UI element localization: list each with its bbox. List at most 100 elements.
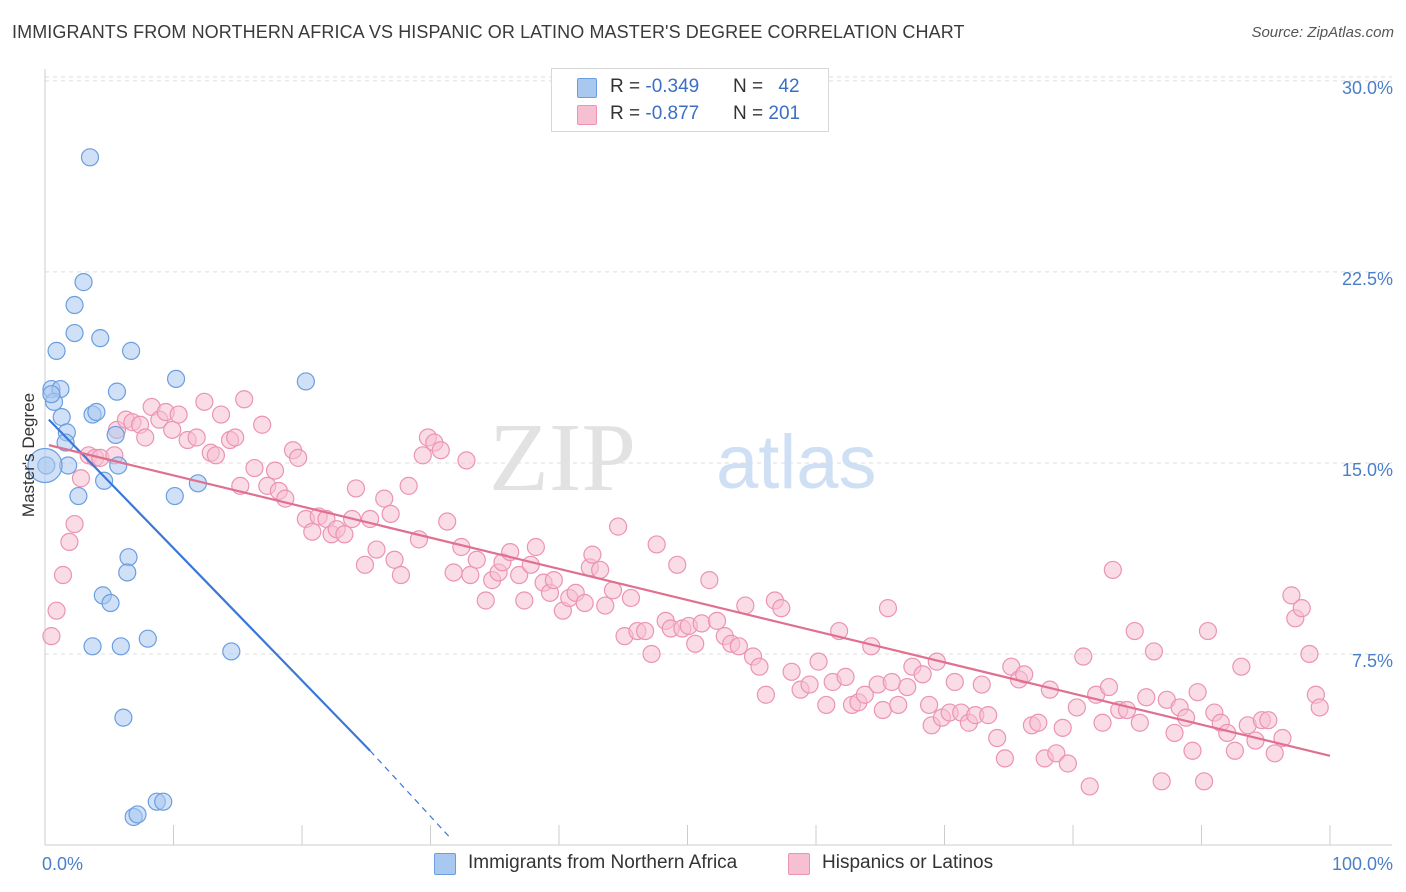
legend-n-value: 42: [778, 76, 799, 97]
hispanic-point: [400, 477, 417, 494]
northern-africa-point: [84, 638, 101, 655]
pink-swatch-icon: [788, 853, 810, 875]
hispanic-point: [1030, 714, 1047, 731]
northern-africa-trend-line: [49, 420, 370, 751]
hispanic-point: [757, 686, 774, 703]
y-tick-label: 15.0%: [1342, 460, 1393, 480]
hispanic-point: [246, 460, 263, 477]
scatter-plot: ZIP atlas Master's Degree 7.5%15.0%22.5%…: [0, 0, 1406, 892]
hispanic-point: [43, 628, 60, 645]
gridlines: [45, 77, 1392, 654]
x-tick-label: 100.0%: [1332, 854, 1393, 874]
hispanic-point: [227, 429, 244, 446]
hispanic-point: [458, 452, 475, 469]
hispanic-point: [1266, 745, 1283, 762]
hispanic-point: [468, 551, 485, 568]
hispanic-point: [213, 406, 230, 423]
hispanic-point: [709, 612, 726, 629]
hispanic-point: [207, 447, 224, 464]
northern-africa-point: [166, 488, 183, 505]
hispanic-point: [693, 615, 710, 632]
hispanic-point: [874, 702, 891, 719]
northern-africa-point: [115, 709, 132, 726]
legend-r-value: -0.877: [645, 103, 699, 124]
hispanic-points: [43, 391, 1328, 795]
northern-africa-point: [81, 149, 98, 166]
northern-africa-point: [129, 806, 146, 823]
northern-africa-point: [75, 274, 92, 291]
northern-africa-point: [139, 630, 156, 647]
watermark-zip: ZIP: [489, 404, 636, 512]
hispanic-point: [730, 638, 747, 655]
hispanic-point: [783, 663, 800, 680]
hispanic-point: [304, 523, 321, 540]
hispanic-point: [1059, 755, 1076, 772]
hispanic-point: [545, 572, 562, 589]
hispanic-point: [432, 442, 449, 459]
hispanic-point: [597, 597, 614, 614]
hispanic-point: [914, 666, 931, 683]
northern-africa-point: [43, 386, 60, 403]
y-tick-label: 22.5%: [1342, 269, 1393, 289]
hispanic-point: [1233, 658, 1250, 675]
hispanic-point: [1301, 645, 1318, 662]
hispanic-point: [386, 551, 403, 568]
hispanic-point: [973, 676, 990, 693]
hispanic-point: [584, 546, 601, 563]
legend-n-label: N =: [733, 76, 768, 97]
hispanic-point: [1100, 679, 1117, 696]
hispanic-point: [1260, 712, 1277, 729]
hispanic-point: [347, 480, 364, 497]
hispanic-point: [477, 592, 494, 609]
hispanic-point: [890, 696, 907, 713]
hispanic-point: [368, 541, 385, 558]
hispanic-point: [1311, 699, 1328, 716]
northern-africa-point: [297, 373, 314, 390]
hispanic-point: [382, 505, 399, 522]
northern-africa-point: [53, 409, 70, 426]
hispanic-point: [773, 600, 790, 617]
hispanic-point: [1081, 778, 1098, 795]
hispanic-point: [1094, 714, 1111, 731]
hispanic-point: [837, 668, 854, 685]
blue-swatch-icon: [434, 853, 456, 875]
hispanic-point: [1166, 724, 1183, 741]
hispanic-point: [622, 589, 639, 606]
hispanic-point: [592, 561, 609, 578]
hispanic-point: [445, 564, 462, 581]
hispanic-point: [643, 645, 660, 662]
hispanic-point: [1126, 623, 1143, 640]
northern-africa-point: [66, 297, 83, 314]
hispanic-point: [462, 567, 479, 584]
hispanic-point: [1293, 600, 1310, 617]
hispanic-point: [818, 696, 835, 713]
hispanic-point: [1178, 709, 1195, 726]
hispanic-point: [254, 416, 271, 433]
northern-africa-point: [112, 638, 129, 655]
northern-africa-point: [168, 370, 185, 387]
hispanic-point: [392, 567, 409, 584]
northern-africa-point: [123, 342, 140, 359]
hispanic-point: [883, 673, 900, 690]
legend-n-label: N =: [733, 103, 768, 124]
hispanic-point: [1184, 742, 1201, 759]
hispanic-point: [164, 421, 181, 438]
bottom-legend-label: Hispanics or Latinos: [822, 852, 993, 874]
bottom-legend-label: Immigrants from Northern Africa: [468, 852, 737, 874]
hispanic-point: [648, 536, 665, 553]
northern-africa-point: [48, 342, 65, 359]
northern-africa-point: [102, 595, 119, 612]
northern-africa-point: [223, 643, 240, 660]
hispanic-point: [66, 516, 83, 533]
hispanic-point: [1075, 648, 1092, 665]
northern-africa-point: [119, 564, 136, 581]
hispanic-point: [527, 539, 544, 556]
hispanic-point: [356, 556, 373, 573]
hispanic-point: [899, 679, 916, 696]
hispanic-point: [989, 730, 1006, 747]
hispanic-point: [637, 623, 654, 640]
hispanic-point: [1247, 732, 1264, 749]
northern-africa-point: [66, 325, 83, 342]
hispanic-point: [1196, 773, 1213, 790]
y-tick-label: 7.5%: [1352, 651, 1393, 671]
